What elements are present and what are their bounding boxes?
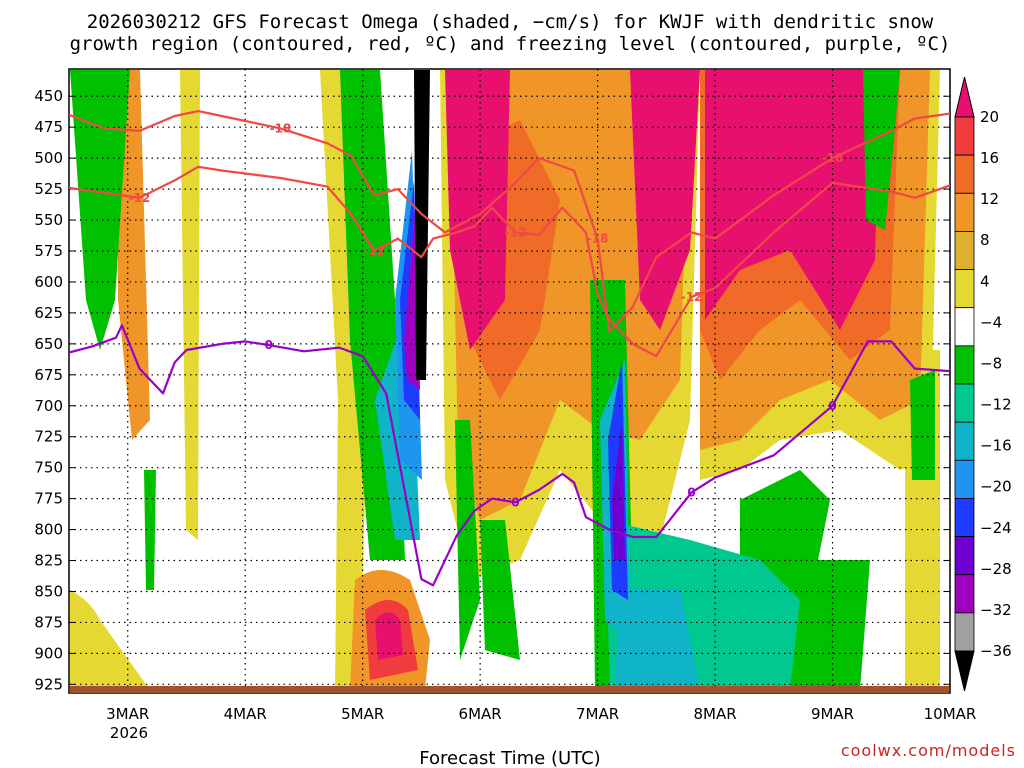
colorbar-label: −32 — [980, 601, 1012, 619]
colorbar-swatch — [954, 116, 975, 156]
colorbar-label: 20 — [980, 108, 999, 126]
freezing-level-line-label: 0 — [265, 338, 273, 352]
isotherm-minus18-line-label: -18 — [270, 121, 292, 135]
x-year-label: 2026 — [110, 724, 148, 742]
chart-title-line1: 2026030212 GFS Forecast Omega (shaded, −… — [87, 11, 934, 33]
x-tick-label: 8MAR — [693, 705, 736, 723]
y-tick-label: 875 — [34, 613, 63, 631]
isotherm-minus12-line — [69, 165, 950, 358]
y-tick-label: 700 — [34, 397, 63, 415]
x-axis-ticks: 3MAR 4MAR 5MAR 6MAR 7MAR 8MAR 9MAR 10MAR — [106, 686, 976, 723]
freezing-level-line-label: 0 — [511, 495, 519, 509]
x-tick-label: 6MAR — [459, 705, 502, 723]
colorbar-label: 12 — [980, 190, 999, 208]
colorbar-swatch — [954, 231, 975, 270]
colorbar-label: −4 — [980, 313, 1002, 331]
colorbar-swatch — [954, 192, 975, 232]
colorbar-label: −16 — [980, 437, 1012, 455]
colorbar-swatch — [954, 459, 975, 499]
omega-shading — [70, 70, 940, 690]
freezing-level-line-label: 0 — [828, 399, 836, 413]
isotherm-minus18-line — [69, 110, 950, 333]
y-tick-label: 900 — [34, 644, 63, 662]
colorbar-bottom-arrow — [954, 650, 975, 692]
colorbar-label: 4 — [980, 272, 990, 290]
colorbar-label: 16 — [980, 149, 999, 167]
colorbar-swatch — [954, 421, 975, 461]
colorbar-swatch — [954, 269, 975, 309]
isotherm-minus18-line-label: -18 — [587, 232, 609, 246]
colorbar-label: −28 — [980, 560, 1012, 578]
colorbar-label: −24 — [980, 519, 1012, 537]
terrain-band — [70, 686, 949, 693]
x-tick-label: 7MAR — [576, 705, 619, 723]
colorbar-label: −36 — [980, 642, 1012, 660]
x-tick-label: 4MAR — [224, 705, 267, 723]
freezing-level-line-label: 0 — [687, 485, 695, 499]
colorbar-swatch — [954, 574, 975, 614]
y-tick-label: 800 — [34, 521, 63, 539]
y-tick-label: 500 — [34, 149, 63, 167]
x-tick-label: 10MAR — [924, 705, 977, 723]
colorbar-swatch — [954, 536, 975, 576]
colorbar-swatch — [954, 612, 975, 652]
y-tick-label: 825 — [34, 552, 63, 570]
colorbar-label: −12 — [980, 396, 1012, 414]
colorbar-swatch — [954, 383, 975, 423]
isotherm-minus18-line-label: -18 — [822, 151, 844, 165]
x-tick-label: 5MAR — [341, 705, 384, 723]
contour-lines: -18 -18 -18 -12 -12 -12 -12 0 0 0 0 — [69, 110, 950, 587]
y-tick-label: 775 — [34, 490, 63, 508]
y-tick-label: 525 — [34, 180, 63, 198]
isotherm-minus12-line-label: -12 — [505, 225, 527, 239]
y-tick-label: 675 — [34, 366, 63, 384]
colorbar-swatch — [954, 498, 975, 537]
x-tick-label: 3MAR — [106, 705, 149, 723]
watermark: coolwx.com/models — [841, 741, 1016, 760]
y-tick-label: 850 — [34, 582, 63, 600]
y-tick-label: 450 — [34, 87, 63, 105]
colorbar-label: −8 — [980, 354, 1002, 372]
colorbar: 20 16 12 8 4 −4 −8 −12 −16 −20 −24 −28 −32 −36 — [954, 76, 1012, 692]
y-tick-label: 550 — [34, 211, 63, 229]
y-tick-label: 725 — [34, 428, 63, 446]
y-tick-label: 600 — [34, 273, 63, 291]
y-tick-label: 650 — [34, 335, 63, 353]
y-tick-label: 750 — [34, 459, 63, 477]
y-tick-label: 625 — [34, 304, 63, 322]
y-tick-label: 575 — [34, 242, 63, 260]
colorbar-label: −20 — [980, 478, 1012, 496]
colorbar-swatch — [954, 345, 975, 385]
x-tick-label: 9MAR — [811, 705, 854, 723]
y-tick-label: 475 — [34, 118, 63, 136]
colorbar-swatch — [954, 154, 975, 194]
isotherm-minus12-line-label: -12 — [364, 244, 386, 258]
y-tick-label: 925 — [34, 675, 63, 693]
colorbar-top-arrow — [954, 76, 975, 118]
chart-title-line2: growth region (contoured, red, ºC) and f… — [70, 33, 951, 55]
colorbar-swatch — [954, 307, 975, 347]
isotherm-minus12-line-label: -12 — [129, 191, 151, 205]
freezing-level-line — [69, 324, 950, 587]
isotherm-minus12-line-label: -12 — [681, 290, 703, 304]
x-axis-label: Forecast Time (UTC) — [419, 748, 600, 768]
colorbar-label: 8 — [980, 231, 990, 249]
y-axis-ticks: 450 475 500 525 550 575 600 625 650 675 700 725 750 7… — [34, 87, 950, 693]
